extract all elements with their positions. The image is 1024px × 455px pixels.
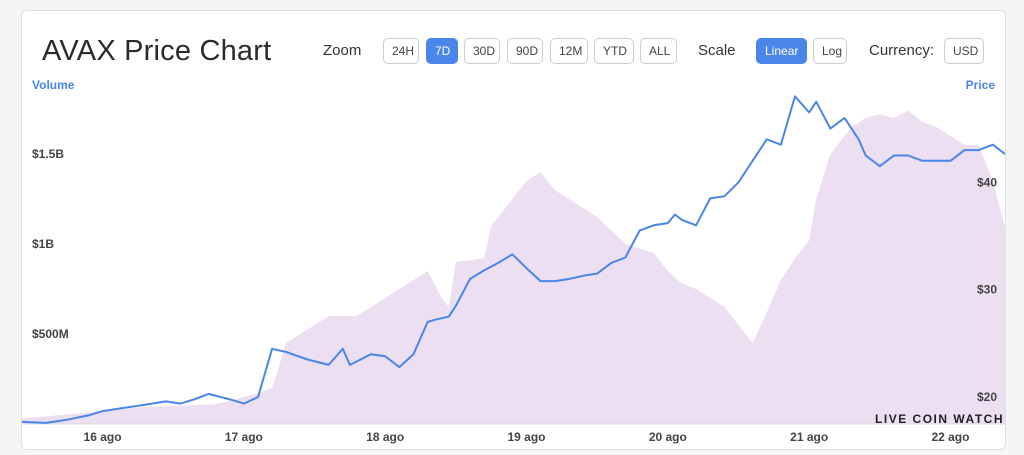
zoom-all-button[interactable]: ALL xyxy=(640,38,677,64)
volume-area xyxy=(22,110,1005,424)
volume-tick-label: $1B xyxy=(32,237,54,251)
price-tick-label: $30 xyxy=(977,283,997,297)
zoom-30d-button[interactable]: 30D xyxy=(464,38,500,64)
chart-title: AVAX Price Chart xyxy=(42,35,272,67)
scale-label: Scale xyxy=(698,42,736,59)
price-axis-title: Price xyxy=(965,78,995,92)
price-volume-chart: $500M $1B $1.5B $20 $30 $40 16 ago 17 ago 18 ago… xyxy=(22,95,1005,444)
zoom-label: Zoom xyxy=(323,42,362,59)
live-coin-watch-logo: LIVE COIN WATCH xyxy=(875,412,1004,426)
price-line xyxy=(22,95,1005,424)
volume-tick-label: $500M xyxy=(32,327,69,341)
chart-card: AVAX Price Chart Zoom 24H 7D 30D 90D 12M… xyxy=(21,10,1006,450)
date-tick-label: 16 ago xyxy=(84,430,122,444)
date-tick-label: 18 ago xyxy=(366,430,404,444)
zoom-12m-button[interactable]: 12M xyxy=(550,38,588,64)
date-tick-label: 17 ago xyxy=(225,430,263,444)
zoom-24h-button[interactable]: 24H xyxy=(383,38,419,64)
currency-select[interactable]: USD xyxy=(944,38,984,64)
zoom-ytd-button[interactable]: YTD xyxy=(594,38,634,64)
zoom-7d-button[interactable]: 7D xyxy=(426,38,458,64)
currency-label: Currency: xyxy=(869,42,935,59)
price-tick-label: $20 xyxy=(977,390,997,404)
zoom-90d-button[interactable]: 90D xyxy=(507,38,543,64)
volume-axis-title: Volume xyxy=(32,78,75,92)
date-tick-label: 22 ago xyxy=(931,430,969,444)
price-tick-label: $40 xyxy=(977,175,997,189)
date-tick-label: 19 ago xyxy=(508,430,546,444)
scale-linear-button[interactable]: Linear xyxy=(756,38,807,64)
date-tick-label: 20 ago xyxy=(649,430,687,444)
date-tick-label: 21 ago xyxy=(790,430,828,444)
volume-tick-label: $1.5B xyxy=(32,147,64,161)
scale-log-button[interactable]: Log xyxy=(813,38,847,64)
